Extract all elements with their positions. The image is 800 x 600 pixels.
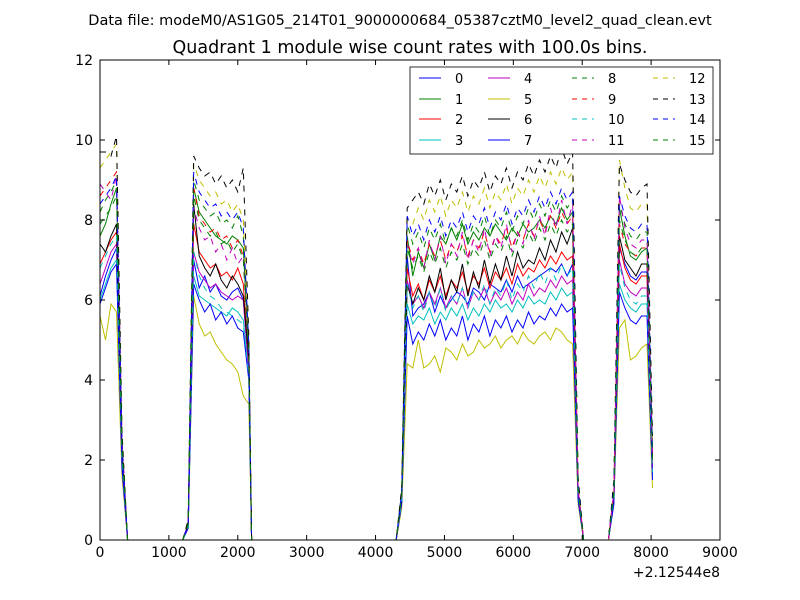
legend-label-14: 14 — [689, 113, 706, 128]
x-tick-label: 1000 — [151, 545, 187, 561]
legend-label-6: 6 — [524, 113, 532, 128]
legend-label-1: 1 — [455, 93, 463, 108]
series-line-7 — [99, 262, 653, 541]
x-tick-label: 0 — [96, 545, 105, 561]
legend-label-11: 11 — [608, 134, 625, 149]
legend-label-7: 7 — [524, 134, 532, 149]
y-tick-label: 10 — [75, 133, 93, 149]
x-tick-label: 9000 — [702, 545, 738, 561]
data-file-title: Data file: modeM0/AS1G05_214T01_90000006… — [88, 13, 712, 29]
y-tick-label: 4 — [84, 373, 93, 389]
x-tick-label: 6000 — [496, 545, 532, 561]
legend-label-15: 15 — [689, 134, 706, 149]
axis-ticks: 0 1000 2000 3000 4000 5000 6000 7000 8000 9000 0 2 4… — [75, 53, 738, 561]
x-tick-label: 8000 — [633, 545, 669, 561]
x-offset-label: +2.12544e8 — [633, 565, 720, 581]
legend-label-2: 2 — [455, 113, 463, 128]
y-tick-label: 6 — [84, 293, 93, 309]
series-line-10 — [99, 234, 653, 541]
y-tick-label: 8 — [84, 213, 93, 229]
legend-label-8: 8 — [608, 72, 616, 87]
legend-label-10: 10 — [608, 113, 625, 128]
legend-label-12: 12 — [689, 72, 706, 87]
series-line-9 — [99, 170, 653, 541]
legend-box — [409, 66, 714, 155]
x-tick-label: 3000 — [289, 545, 325, 561]
legend-label-13: 13 — [689, 93, 706, 108]
legend-label-3: 3 — [455, 134, 463, 149]
x-tick-label: 2000 — [220, 545, 256, 561]
plot-frame — [99, 59, 721, 541]
legend-label-0: 0 — [455, 72, 463, 87]
x-tick-label: 7000 — [564, 545, 600, 561]
y-tick-label: 12 — [75, 53, 93, 69]
legend-label-5: 5 — [524, 93, 532, 108]
series-layer — [99, 135, 653, 541]
legend-label-9: 9 — [608, 93, 616, 108]
x-tick-label: 4000 — [358, 545, 394, 561]
series-line-12 — [99, 142, 653, 541]
legend-label-4: 4 — [524, 72, 532, 87]
chart-title: Quadrant 1 module wise count rates with … — [173, 38, 648, 58]
series-line-15 — [99, 195, 653, 541]
y-tick-label: 0 — [84, 533, 93, 549]
x-tick-label: 5000 — [427, 545, 463, 561]
y-tick-label: 2 — [84, 453, 93, 469]
series-line-13 — [100, 135, 653, 541]
